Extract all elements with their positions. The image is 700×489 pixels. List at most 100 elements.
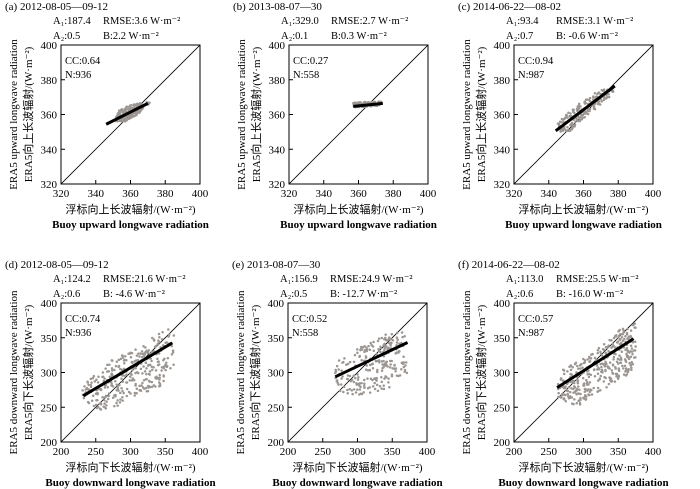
data-point (335, 364, 339, 368)
y-tick-label: 360 (269, 110, 286, 122)
fit-line (353, 101, 383, 108)
data-point (342, 360, 345, 364)
y-tick-label: 400 (494, 40, 511, 52)
data-point (365, 346, 368, 349)
data-point (589, 373, 593, 377)
data-point (566, 392, 570, 396)
data-point (583, 390, 587, 393)
data-point (150, 368, 154, 372)
data-point (169, 366, 172, 370)
data-point (620, 350, 624, 354)
y-axis-label-cn: ERA5向上长波辐射/(W·m⁻²) (21, 46, 35, 182)
data-point (576, 364, 579, 368)
data-point (346, 392, 349, 395)
data-point (395, 374, 399, 377)
x-tick-label: 250 (541, 446, 558, 458)
data-point (172, 334, 176, 337)
data-point (116, 399, 119, 402)
data-point (128, 113, 131, 117)
data-point (143, 351, 146, 355)
data-point (629, 355, 633, 359)
data-point (167, 328, 170, 331)
data-point (569, 368, 573, 372)
data-point (384, 336, 387, 340)
x-tick-label: 300 (122, 446, 139, 458)
data-point (106, 363, 109, 367)
data-point (383, 344, 386, 348)
data-point (404, 361, 408, 364)
data-point (127, 390, 131, 394)
data-point (131, 377, 135, 380)
data-point (604, 368, 607, 372)
data-point (150, 359, 153, 363)
data-point (357, 376, 360, 379)
data-point (125, 359, 128, 362)
stat-b: B:0.3 W·m⁻² (331, 31, 387, 42)
data-point (633, 326, 636, 329)
x-tick-label: 380 (157, 188, 174, 200)
data-point (358, 354, 362, 358)
data-point (375, 353, 379, 356)
data-point (587, 383, 590, 386)
data-point (350, 389, 354, 392)
panel-title: (e) 2013-08-07—30 (232, 259, 321, 271)
data-point (162, 366, 165, 370)
data-point (135, 102, 139, 106)
stat-rmse: RMSE:2.7 W·m⁻² (331, 16, 408, 27)
data-point (362, 378, 366, 382)
data-point (584, 398, 588, 401)
stat-a1: A₁:187.4 (53, 16, 92, 27)
stat-a1: A₁:124.2 (53, 274, 91, 285)
stat-rmse: RMSE:24.9 W·m⁻² (330, 274, 413, 285)
data-point (355, 383, 359, 386)
data-point (617, 367, 621, 370)
y-tick-label: 200 (494, 437, 511, 449)
data-point (90, 399, 94, 402)
data-point (570, 402, 574, 405)
data-point (577, 399, 581, 402)
data-point (346, 362, 350, 366)
data-point (145, 372, 148, 376)
data-point (630, 360, 634, 364)
data-point (337, 383, 340, 386)
x-tick-label: 300 (349, 446, 366, 458)
data-point (136, 358, 140, 362)
data-point (602, 343, 606, 346)
data-point (127, 352, 130, 355)
data-point (353, 376, 357, 380)
data-point (143, 370, 147, 373)
data-point (157, 332, 161, 336)
data-point (394, 370, 397, 373)
data-point (389, 344, 392, 347)
data-point (598, 368, 601, 371)
data-point (566, 126, 569, 129)
data-point (578, 119, 582, 123)
data-point (343, 357, 346, 360)
data-point (366, 386, 370, 390)
data-point (596, 348, 600, 352)
stat-cc: CC:0.64 (65, 56, 101, 67)
data-point (570, 373, 574, 376)
data-point (148, 101, 151, 104)
data-point (85, 386, 89, 390)
y-axis-label-en: ERA5 upward longwave radiation (461, 39, 473, 190)
x-tick-label: 200 (506, 446, 523, 458)
data-point (138, 109, 141, 112)
x-axis-label-en: Buoy downward longwave radiation (45, 477, 215, 489)
data-point (612, 358, 615, 361)
data-point (358, 388, 362, 391)
data-point (611, 342, 614, 345)
data-point (363, 344, 366, 348)
data-point (618, 358, 621, 361)
x-tick-label: 400 (645, 446, 662, 458)
data-point (583, 387, 587, 391)
data-point (559, 129, 563, 133)
data-point (376, 389, 380, 393)
data-point (564, 393, 567, 397)
data-point (372, 340, 375, 344)
data-point (616, 377, 620, 381)
data-point (335, 379, 339, 382)
data-point (602, 380, 606, 383)
data-point (162, 379, 165, 383)
x-axis-label-en: Buoy downward longwave radiation (498, 477, 668, 489)
